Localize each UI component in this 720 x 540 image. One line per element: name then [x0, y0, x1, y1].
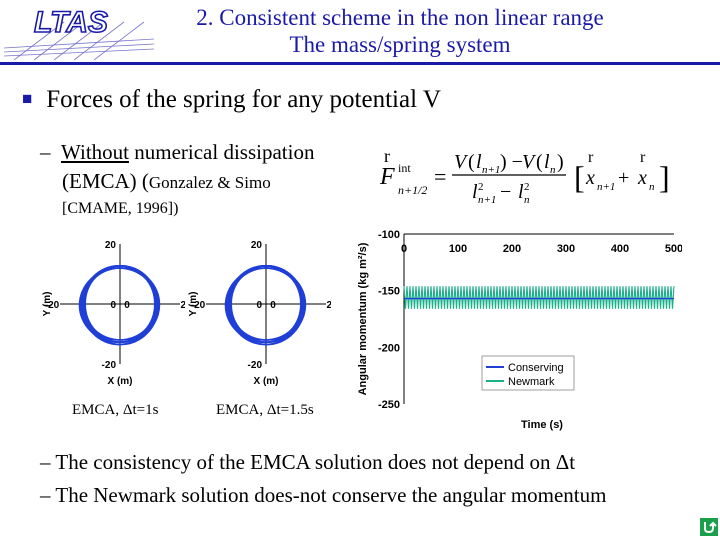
- bottom-point-1: – The consistency of the EMCA solution d…: [40, 450, 576, 474]
- sub-bullet-emca: – Without numerical dissipation (EMCA) (…: [40, 140, 315, 217]
- x-axis-label: X (m): [254, 376, 279, 387]
- svg-text:n: n: [550, 164, 556, 176]
- svg-text:n+1: n+1: [478, 194, 496, 206]
- x-tick-label: -20: [45, 300, 60, 311]
- caption-emca-dt1: EMCA, Δt=1s: [72, 402, 159, 418]
- square-bullet-icon: ■: [22, 89, 33, 108]
- x-axis-label: Time (s): [521, 419, 563, 431]
- svg-text:(: (: [536, 151, 543, 173]
- svg-text:l: l: [472, 181, 478, 203]
- svg-text:) −: ) −: [500, 151, 523, 173]
- caption-emca-dt15: EMCA, Δt=1.5s: [216, 402, 314, 418]
- svg-text:n+1: n+1: [482, 164, 500, 176]
- svg-text:r: r: [640, 149, 646, 166]
- x-tick-label: 0: [124, 300, 130, 311]
- bottom-point-2: – The Newmark solution does-not conserve…: [40, 483, 607, 507]
- legend-box: [481, 355, 575, 391]
- svg-text:V: V: [522, 151, 537, 173]
- svg-text:+: +: [618, 167, 629, 189]
- svg-text:2: 2: [524, 181, 530, 193]
- svg-text:=: =: [434, 164, 446, 189]
- orbit-trajectory: [226, 265, 303, 346]
- x-tick-label: 20: [180, 300, 185, 311]
- return-icon[interactable]: [700, 518, 718, 536]
- svg-text:n+1: n+1: [597, 181, 615, 193]
- svg-text:n: n: [524, 194, 530, 206]
- x-tick-label: -20: [191, 300, 206, 311]
- x-tick-label: 200: [503, 243, 521, 255]
- svg-text:n+1/2: n+1/2: [398, 183, 427, 197]
- svg-text:l: l: [518, 181, 524, 203]
- orbit-plot-2: -20 0 20 20 0 -20 X (m) Y (m): [188, 240, 331, 387]
- bullet-main: ■ Forces of the spring for any potential …: [22, 86, 441, 113]
- x-tick-label: 0: [401, 243, 407, 255]
- y-axis-label: Angular momentum (kg m²/s): [357, 242, 369, 395]
- title-rule: [0, 62, 720, 65]
- svg-text:]: ]: [659, 159, 670, 195]
- title-line-2: The mass/spring system: [289, 32, 511, 57]
- title-line-1: 2. Consistent scheme in the non linear r…: [196, 5, 604, 30]
- y-tick-label: -20: [248, 360, 263, 371]
- y-tick-label: -20: [102, 360, 117, 371]
- y-tick-label: 20: [105, 240, 117, 251]
- svg-text:l: l: [544, 151, 550, 173]
- x-tick-label: 500: [665, 243, 682, 255]
- y-tick-label: -200: [378, 342, 400, 354]
- svg-text:): ): [557, 151, 564, 173]
- logo-text: LTAS: [34, 6, 108, 39]
- y-tick-label: -250: [378, 399, 400, 411]
- svg-text:2: 2: [478, 181, 484, 193]
- svg-text:x: x: [637, 167, 647, 189]
- orbit-trajectory: [80, 265, 157, 346]
- svg-text:int: int: [398, 161, 411, 175]
- svg-text:x: x: [585, 167, 595, 189]
- x-tick-label: 0: [270, 300, 276, 311]
- svg-text:n: n: [649, 181, 655, 193]
- y-tick-label: 0: [110, 300, 116, 311]
- legend-label-newmark: Newmark: [508, 376, 555, 388]
- x-tick-label: 400: [611, 243, 629, 255]
- x-axis-label: X (m): [108, 376, 133, 387]
- x-tick-label: 100: [449, 243, 467, 255]
- svg-text:V: V: [454, 151, 469, 173]
- y-tick-label: 20: [251, 240, 263, 251]
- angular-momentum-chart: -100 -150 -200 -250 0 100 200 300 400 500 Conservi…: [357, 229, 682, 431]
- svg-text:−: −: [500, 181, 511, 203]
- orbit-plot-1: -20 0 20 20 0 -20 X (m) Y (m): [42, 240, 185, 387]
- newmark-series-line: [403, 286, 675, 309]
- svg-text:r: r: [588, 149, 594, 166]
- y-axis-label: Y (m): [188, 292, 199, 317]
- y-tick-label: 0: [256, 300, 262, 311]
- y-axis-label: Y (m): [42, 292, 53, 317]
- svg-text:[: [: [574, 159, 585, 195]
- svg-text:(: (: [468, 151, 475, 173]
- x-tick-label: 300: [557, 243, 575, 255]
- ltas-logo: LTAS: [4, 5, 154, 60]
- legend-label-conserving: Conserving: [508, 362, 564, 374]
- y-tick-label: -150: [378, 286, 400, 298]
- svg-text:F: F: [379, 164, 395, 190]
- svg-text:l: l: [476, 151, 482, 173]
- svg-text:r: r: [384, 146, 390, 166]
- y-tick-label: -100: [378, 229, 400, 241]
- x-tick-label: 20: [326, 300, 331, 311]
